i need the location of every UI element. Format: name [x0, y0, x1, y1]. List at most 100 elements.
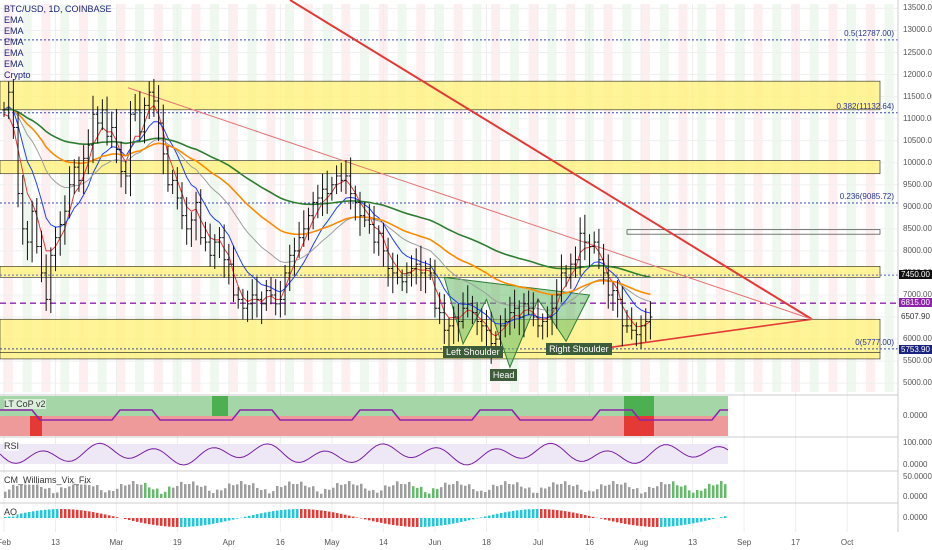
bg-stripe: [266, 4, 276, 392]
ao-bar: [56, 509, 59, 518]
x-tick-label: 14: [378, 538, 388, 547]
ao-bar: [592, 516, 595, 518]
vix-bar: [380, 490, 383, 498]
ao-bar: [140, 518, 143, 523]
vix-bar: [88, 485, 91, 498]
ao-bar: [136, 518, 139, 522]
legend-ema-3[interactable]: EMA: [4, 37, 24, 47]
bg-stripe: [884, 4, 894, 392]
ao-bar: [432, 518, 435, 527]
vix-bar: [252, 483, 255, 498]
ao-bar: [32, 511, 35, 518]
ao-bar: [188, 518, 191, 527]
legend-ema-2[interactable]: EMA: [4, 26, 24, 36]
vix-bar: [104, 492, 107, 498]
ao-bar: [536, 509, 539, 518]
y-tick-label: 8500.00: [903, 223, 932, 233]
ao-bar: [280, 510, 283, 518]
ao-bar: [576, 513, 579, 518]
ao-bar: [640, 518, 643, 527]
bg-stripe: [509, 4, 519, 392]
ao-bar: [720, 517, 723, 518]
vix-bar: [660, 481, 663, 498]
ao-bar: [400, 518, 403, 527]
vix-bar: [556, 484, 559, 498]
vix-bar: [480, 490, 483, 498]
ao-bar: [688, 518, 691, 525]
legend-ema-5[interactable]: EMA: [4, 59, 24, 69]
ao-bar: [672, 518, 675, 527]
ao-bar: [356, 517, 359, 518]
ao-bar: [444, 518, 447, 525]
ao-bar: [468, 518, 471, 521]
ao-bar: [84, 510, 87, 518]
bg-stripe: [753, 4, 763, 392]
y-tick-label: 10000.00: [903, 157, 932, 167]
vix-bar: [620, 484, 623, 498]
ao-bar: [232, 518, 235, 520]
vix-bar: [12, 484, 15, 498]
vix-bar: [704, 488, 707, 498]
ao-bar: [100, 513, 103, 518]
bg-stripe: [697, 4, 707, 392]
ao-bar: [484, 516, 487, 518]
ao-bar: [712, 518, 715, 520]
vix-bar: [28, 484, 31, 498]
sub-panel-label[interactable]: AO: [4, 507, 18, 517]
vix-bar: [720, 481, 723, 498]
ao-bar: [184, 518, 187, 527]
vix-bar: [144, 482, 147, 498]
symbol-title[interactable]: BTC/USD, 1D, COINBASE: [4, 4, 112, 14]
vix-bar: [432, 488, 435, 498]
ao-bar: [724, 516, 727, 518]
ao-bar: [48, 509, 51, 518]
x-tick-label: 13: [51, 538, 60, 547]
vix-bar: [524, 488, 527, 498]
vix-bar: [664, 484, 667, 498]
ao-bar: [328, 511, 331, 518]
ao-bar: [368, 518, 371, 521]
zone-rect: [0, 80, 881, 111]
vix-bar: [256, 487, 259, 498]
vix-bar: [448, 484, 451, 498]
vix-bar: [532, 492, 535, 498]
ao-bar: [124, 518, 127, 520]
sub-panel-tick: 50.0000: [903, 472, 932, 481]
ao-bar: [548, 509, 551, 518]
ao-bar: [452, 518, 455, 524]
vix-bar: [680, 486, 683, 498]
ao-bar: [308, 509, 311, 518]
vix-bar: [80, 484, 83, 498]
ao-bar: [616, 518, 619, 523]
trendline-upper: [289, 0, 813, 321]
vix-bar: [140, 484, 143, 498]
vix-bar: [468, 484, 471, 498]
sub-panel-label[interactable]: CM_Williams_Vix_Fix: [4, 475, 91, 485]
vix-bar: [344, 484, 347, 498]
vix-bar: [540, 487, 543, 498]
ao-bar: [604, 518, 607, 520]
legend-ema-1[interactable]: EMA: [4, 15, 24, 25]
vix-bar: [148, 487, 151, 498]
vix-bar: [156, 488, 159, 498]
bg-stripe: [4, 4, 13, 392]
cop-line: [0, 409, 728, 421]
vix-bar: [472, 489, 475, 498]
ao-bar: [508, 511, 511, 518]
legend-crypto[interactable]: Crypto: [4, 70, 31, 80]
vix-bar: [64, 488, 67, 498]
y-tick-label: 11500.00: [903, 91, 932, 101]
vix-bar: [568, 484, 571, 498]
ao-bar: [208, 518, 211, 525]
ao-bar: [560, 510, 563, 518]
vix-bar: [24, 481, 27, 498]
vix-bar: [400, 484, 403, 498]
legend-ema-4[interactable]: EMA: [4, 48, 24, 58]
sub-panel-label[interactable]: LT CoP v2: [4, 399, 46, 409]
x-tick-label: 18: [482, 538, 491, 547]
sub-panel-label[interactable]: RSI: [4, 441, 20, 451]
vix-bar: [712, 485, 715, 498]
vix-bar: [560, 484, 563, 498]
bg-stripe: [135, 4, 145, 392]
